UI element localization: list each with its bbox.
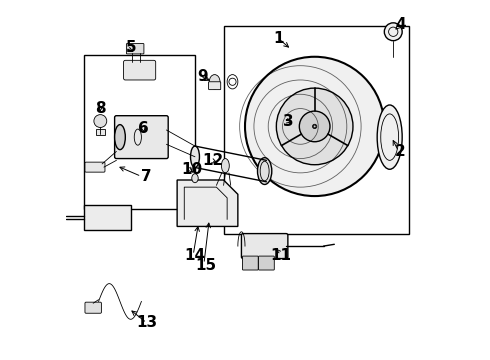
Ellipse shape <box>258 158 272 184</box>
Text: 6: 6 <box>138 121 148 136</box>
Text: 10: 10 <box>181 162 202 177</box>
Circle shape <box>94 114 107 127</box>
Ellipse shape <box>377 105 402 169</box>
Text: 8: 8 <box>95 101 106 116</box>
Text: 11: 11 <box>270 248 291 262</box>
FancyBboxPatch shape <box>123 60 156 80</box>
Text: 15: 15 <box>195 258 216 273</box>
FancyBboxPatch shape <box>259 256 274 270</box>
Polygon shape <box>84 205 131 230</box>
Ellipse shape <box>191 146 199 167</box>
FancyBboxPatch shape <box>85 302 101 313</box>
FancyBboxPatch shape <box>242 234 288 258</box>
Text: 2: 2 <box>395 144 406 159</box>
FancyBboxPatch shape <box>243 256 258 270</box>
Text: 4: 4 <box>395 17 406 32</box>
Text: 9: 9 <box>197 69 207 84</box>
Ellipse shape <box>221 158 229 173</box>
Text: 1: 1 <box>274 31 284 46</box>
Text: 12: 12 <box>202 153 223 168</box>
Text: 14: 14 <box>184 248 205 262</box>
Text: 5: 5 <box>125 40 136 55</box>
FancyBboxPatch shape <box>126 44 144 54</box>
Polygon shape <box>177 180 238 226</box>
Circle shape <box>245 57 384 196</box>
FancyBboxPatch shape <box>115 116 168 158</box>
Ellipse shape <box>192 174 198 183</box>
Text: 13: 13 <box>136 315 157 330</box>
FancyBboxPatch shape <box>96 129 105 135</box>
FancyBboxPatch shape <box>85 162 105 172</box>
Circle shape <box>384 23 402 41</box>
Circle shape <box>276 88 353 165</box>
Text: 7: 7 <box>142 169 152 184</box>
Circle shape <box>299 111 330 142</box>
Ellipse shape <box>209 75 220 89</box>
Ellipse shape <box>115 125 125 150</box>
Text: 3: 3 <box>283 113 293 129</box>
FancyBboxPatch shape <box>209 82 221 90</box>
